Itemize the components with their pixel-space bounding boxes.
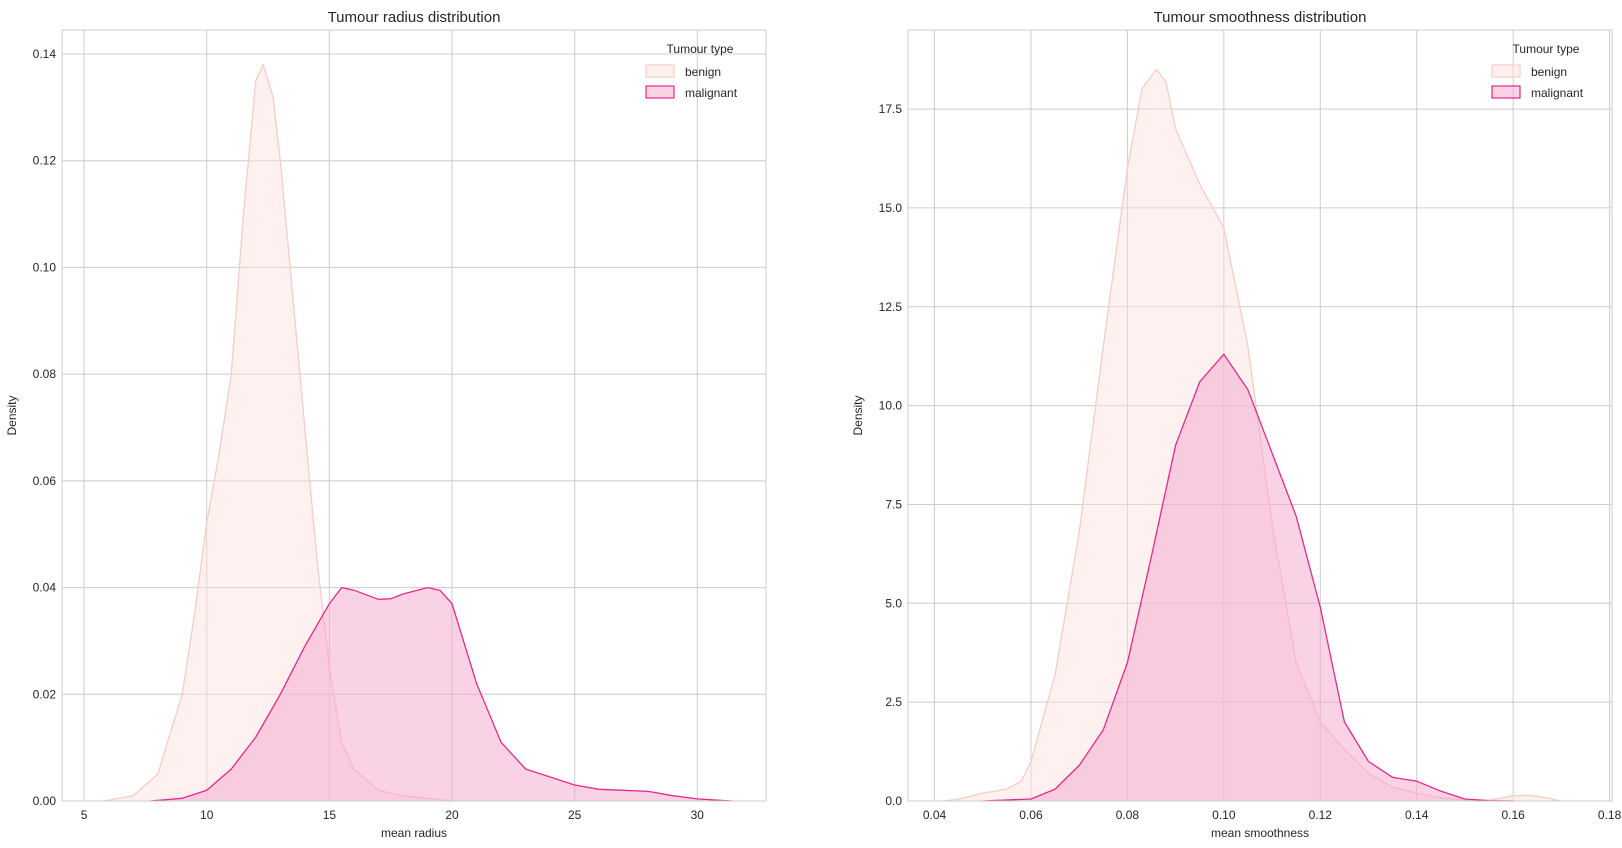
x-tick-label: 0.18 [1598,808,1622,822]
y-axis-label: Density [5,395,19,435]
y-tick-label: 17.5 [879,102,903,116]
x-tick-label: 0.06 [1019,808,1043,822]
y-tick-label: 0.12 [33,154,57,168]
x-tick-label: 0.04 [923,808,947,822]
x-tick-label: 15 [323,808,337,822]
chart-title: Tumour radius distribution [328,9,501,26]
x-tick-label: 20 [445,808,459,822]
y-tick-label: 7.5 [885,497,902,511]
x-tick-label: 25 [568,808,582,822]
legend-label-benign: benign [1531,65,1567,79]
axes-frame [61,29,767,802]
y-tick-label: 5.0 [885,596,902,610]
y-axis-label: Density [851,395,865,435]
y-tick-label: 0.08 [33,367,57,381]
y-tick-label: 0.02 [33,687,57,701]
x-tick-label: 0.16 [1501,808,1525,822]
legend-title: Tumour type [1513,42,1580,56]
x-tick-label: 5 [81,808,88,822]
legend-label-malignant: malignant [1531,86,1584,100]
x-tick-label: 10 [200,808,214,822]
x-axis-label: mean radius [381,826,447,840]
x-tick-label: 0.12 [1309,808,1333,822]
chart-title: Tumour smoothness distribution [1154,9,1367,26]
legend-title: Tumour type [667,42,734,56]
series-area-malignant [150,587,732,801]
legend-swatch-benign [1491,64,1521,78]
legend: Tumour type benign malignant [1491,42,1584,100]
legend-swatch-malignant [1491,85,1521,99]
x-tick-label: 0.08 [1116,808,1140,822]
series-line-malignant [150,586,732,802]
y-tick-label: 0.14 [33,47,57,61]
legend-swatch-benign [645,64,675,78]
y-tick-label: 12.5 [879,300,903,314]
legend-swatch-malignant [645,85,675,99]
legend-label-benign: benign [685,65,721,79]
chart-panel-2: 0.04 0.06 0.08 0.10 0.12 0.14 0.16 0.18 0.0 2.5 5.… [851,9,1622,840]
x-axis-label: mean smoothness [1211,826,1309,840]
y-tick-label: 0.06 [33,474,57,488]
y-tick-label: 0.04 [33,581,57,595]
x-tick-label: 30 [691,808,705,822]
y-tick-label: 0.10 [33,260,57,274]
x-tick-label: 0.10 [1212,808,1236,822]
y-tick-label: 15.0 [879,201,903,215]
legend-label-malignant: malignant [685,86,738,100]
series-area-benign [103,64,452,801]
x-tick-label: 0.14 [1405,808,1429,822]
series-line-malignant [982,353,1514,802]
legend: Tumour type benign malignant [645,42,738,100]
axes-frame [907,29,1613,802]
y-tick-label: 0.0 [885,794,902,808]
y-tick-label: 2.5 [885,695,902,709]
series-area-malignant [982,354,1514,801]
chart-panel-1: 5 10 15 20 25 30 0.00 0.02 0.04 0.06 0.08 0.10 0.12 0… [5,9,767,840]
y-tick-label: 10.0 [879,399,903,413]
y-tick-label: 0.00 [33,794,57,808]
